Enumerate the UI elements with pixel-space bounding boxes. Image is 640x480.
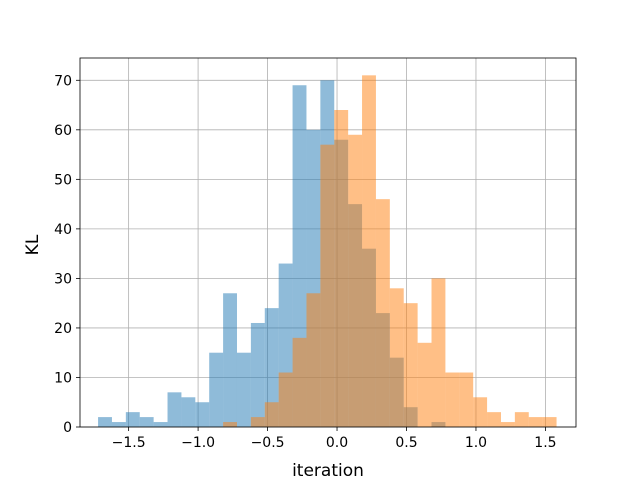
x-tick-label: 1.0 <box>465 435 487 451</box>
histogram-bar <box>375 199 390 427</box>
histogram-bar <box>209 352 224 427</box>
x-tick-label: 0.5 <box>395 435 417 451</box>
x-axis-label: iteration <box>292 461 364 480</box>
histogram-bar <box>431 278 446 427</box>
histogram-bar <box>139 417 154 427</box>
histogram-bar <box>528 417 543 427</box>
x-tick-label: −0.5 <box>251 435 285 451</box>
histogram-bar <box>320 144 335 427</box>
histogram-bar <box>223 422 237 427</box>
histogram-bar <box>473 397 488 427</box>
histogram-bar <box>403 303 418 427</box>
histogram-bar <box>250 417 265 427</box>
histogram-bar <box>292 337 307 427</box>
histogram-bar <box>306 293 321 427</box>
histogram-bar <box>223 293 237 427</box>
y-tick-label: 40 <box>54 222 72 238</box>
y-tick-label: 60 <box>54 123 72 139</box>
y-tick-label: 70 <box>54 73 72 89</box>
histogram-bar <box>459 372 474 427</box>
x-tick-label: 1.5 <box>534 435 556 451</box>
histogram-bar <box>389 288 404 427</box>
histogram-bar <box>348 134 363 428</box>
histogram-bar <box>334 110 349 427</box>
x-tick-label: −1.0 <box>181 435 215 451</box>
histogram-bar <box>236 352 251 427</box>
histogram-bar <box>542 417 557 427</box>
histogram-bar <box>487 412 501 427</box>
y-tick-label: 30 <box>54 271 72 287</box>
histogram-bar <box>264 308 279 427</box>
histogram-bar <box>167 392 182 427</box>
histogram-bar <box>445 372 460 427</box>
histogram-bar <box>514 412 529 427</box>
histogram-bar <box>195 402 210 427</box>
histogram-bar <box>181 397 196 427</box>
histogram-bar <box>125 412 140 427</box>
bars <box>98 75 557 428</box>
histogram-bar <box>98 417 112 427</box>
x-tick-label: −1.5 <box>112 435 146 451</box>
histogram-bar <box>500 422 515 427</box>
histogram-bar <box>153 422 168 427</box>
x-tick-label: 0.0 <box>326 435 348 451</box>
histogram-bar <box>278 372 293 427</box>
y-tick-label: 50 <box>54 172 72 188</box>
histogram-series-2 <box>223 75 557 428</box>
histogram-bar <box>417 342 432 427</box>
histogram-bar <box>362 75 376 427</box>
y-tick-label: 0 <box>63 420 72 436</box>
histogram-bar <box>264 402 279 427</box>
plot-frame <box>79 57 577 428</box>
y-axis-label: KL <box>23 234 43 255</box>
histogram-bar <box>111 422 126 427</box>
y-tick-label: 10 <box>54 370 72 386</box>
y-tick-label: 20 <box>54 321 72 337</box>
ticks: −1.5 −1.0 −0.5 0.0 0.5 1.0 1.5 0 10 20 30 40 50 60 70 <box>54 73 556 451</box>
histogram-bar <box>250 322 265 427</box>
